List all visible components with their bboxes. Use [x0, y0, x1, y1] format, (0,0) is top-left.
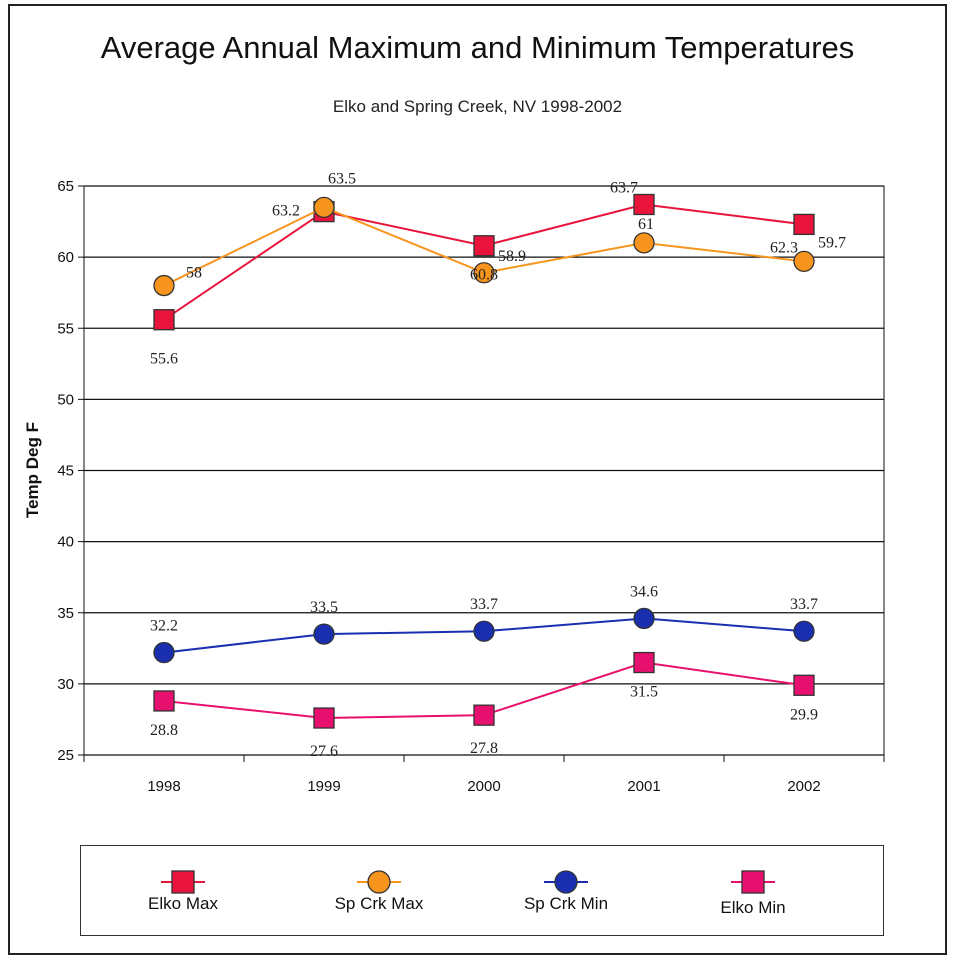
- data-label: 62.3: [770, 239, 798, 256]
- x-tick-label: 2001: [627, 778, 660, 795]
- legend-label: Sp Crk Min: [523, 894, 609, 913]
- legend: Elko Max Sp Crk Max Sp Crk Min Elko Min: [80, 845, 884, 936]
- legend-item: Sp Crk Max: [299, 846, 459, 935]
- data-label: 33.7: [790, 596, 818, 613]
- legend-marker: [741, 870, 765, 894]
- data-label: 31.5: [630, 684, 658, 701]
- series-layer: [153, 193, 815, 729]
- data-point: [633, 193, 655, 216]
- data-point: [473, 704, 495, 726]
- data-label: 33.5: [310, 599, 338, 616]
- data-label: 59.7: [818, 234, 846, 251]
- data-point: [313, 623, 335, 645]
- data-label: 61: [638, 216, 654, 233]
- legend-symbol: [731, 870, 775, 894]
- data-point: [633, 607, 655, 630]
- data-label: 34.6: [630, 583, 658, 600]
- legend-item: Sp Crk Min: [486, 846, 646, 935]
- data-label: 63.2: [272, 203, 300, 220]
- x-tick-label: 2002: [787, 778, 820, 795]
- legend-marker: [554, 870, 578, 894]
- data-point: [313, 196, 335, 218]
- data-point: [153, 641, 175, 664]
- legend-item: Elko Max: [103, 846, 263, 935]
- data-label: 58: [186, 265, 202, 282]
- data-point: [153, 690, 175, 712]
- legend-item: Elko Min: [673, 846, 833, 935]
- legend-label: Elko Min: [720, 898, 786, 917]
- y-tick-label: 45: [57, 463, 74, 480]
- y-tick-label: 50: [57, 391, 74, 408]
- y-tick-label: 40: [57, 534, 74, 551]
- data-label: 27.6: [310, 743, 338, 760]
- data-point: [793, 620, 815, 642]
- legend-marker: [171, 870, 195, 894]
- legend-label: Elko Max: [148, 894, 218, 913]
- data-label: 27.8: [470, 740, 498, 757]
- y-tick-label: 35: [57, 605, 74, 622]
- data-point: [473, 620, 495, 642]
- data-label: 32.2: [150, 618, 178, 635]
- data-point: [793, 250, 815, 273]
- data-label: 55.6: [150, 351, 178, 368]
- series-line-elko-max: [163, 203, 805, 321]
- y-tick-label: 65: [57, 178, 74, 195]
- chart-subtitle: Elko and Spring Creek, NV 1998-2002: [332, 97, 623, 116]
- legend-symbol: [161, 870, 205, 894]
- data-point: [153, 274, 175, 297]
- axes: 25 30 35 40 45 50 55 60 65 1998 1999 2000 2001 2002: [57, 178, 885, 795]
- data-label: 60.8: [470, 267, 498, 284]
- data-label: 33.7: [470, 596, 498, 613]
- data-labels: 55.6 63.2 60.8 63.7 62.3 58 63.5 58.9 61 59.7 32.2…: [150, 170, 846, 760]
- data-point: [473, 262, 495, 284]
- data-label: 29.9: [790, 706, 818, 723]
- data-label: 58.9: [498, 248, 526, 265]
- data-point: [153, 309, 175, 331]
- data-label: 28.8: [150, 722, 178, 739]
- data-point: [793, 213, 815, 236]
- chart-frame: [8, 4, 947, 955]
- chart-title: Average Annual Maximum and Minimum Tempe…: [100, 30, 855, 65]
- data-point: [313, 707, 335, 729]
- data-point: [633, 651, 655, 674]
- y-axis-label: Temp Deg F: [23, 422, 42, 518]
- legend-label: Sp Crk Max: [334, 894, 424, 913]
- data-label: 63.7: [610, 179, 638, 196]
- y-tick-label: 25: [57, 747, 74, 764]
- y-tick-label: 55: [57, 320, 74, 337]
- y-tick-label: 30: [57, 676, 74, 693]
- legend-symbol: [544, 870, 588, 894]
- legend-symbol: [357, 870, 401, 894]
- y-tick-label: 60: [57, 249, 74, 266]
- x-tick-label: 1999: [307, 778, 340, 795]
- data-point: [633, 232, 655, 254]
- x-tick-label: 2000: [467, 778, 500, 795]
- legend-marker: [367, 870, 391, 894]
- data-point: [473, 235, 495, 257]
- data-label: 63.5: [328, 170, 356, 187]
- x-tick-label: 1998: [147, 778, 180, 795]
- data-point: [793, 674, 815, 696]
